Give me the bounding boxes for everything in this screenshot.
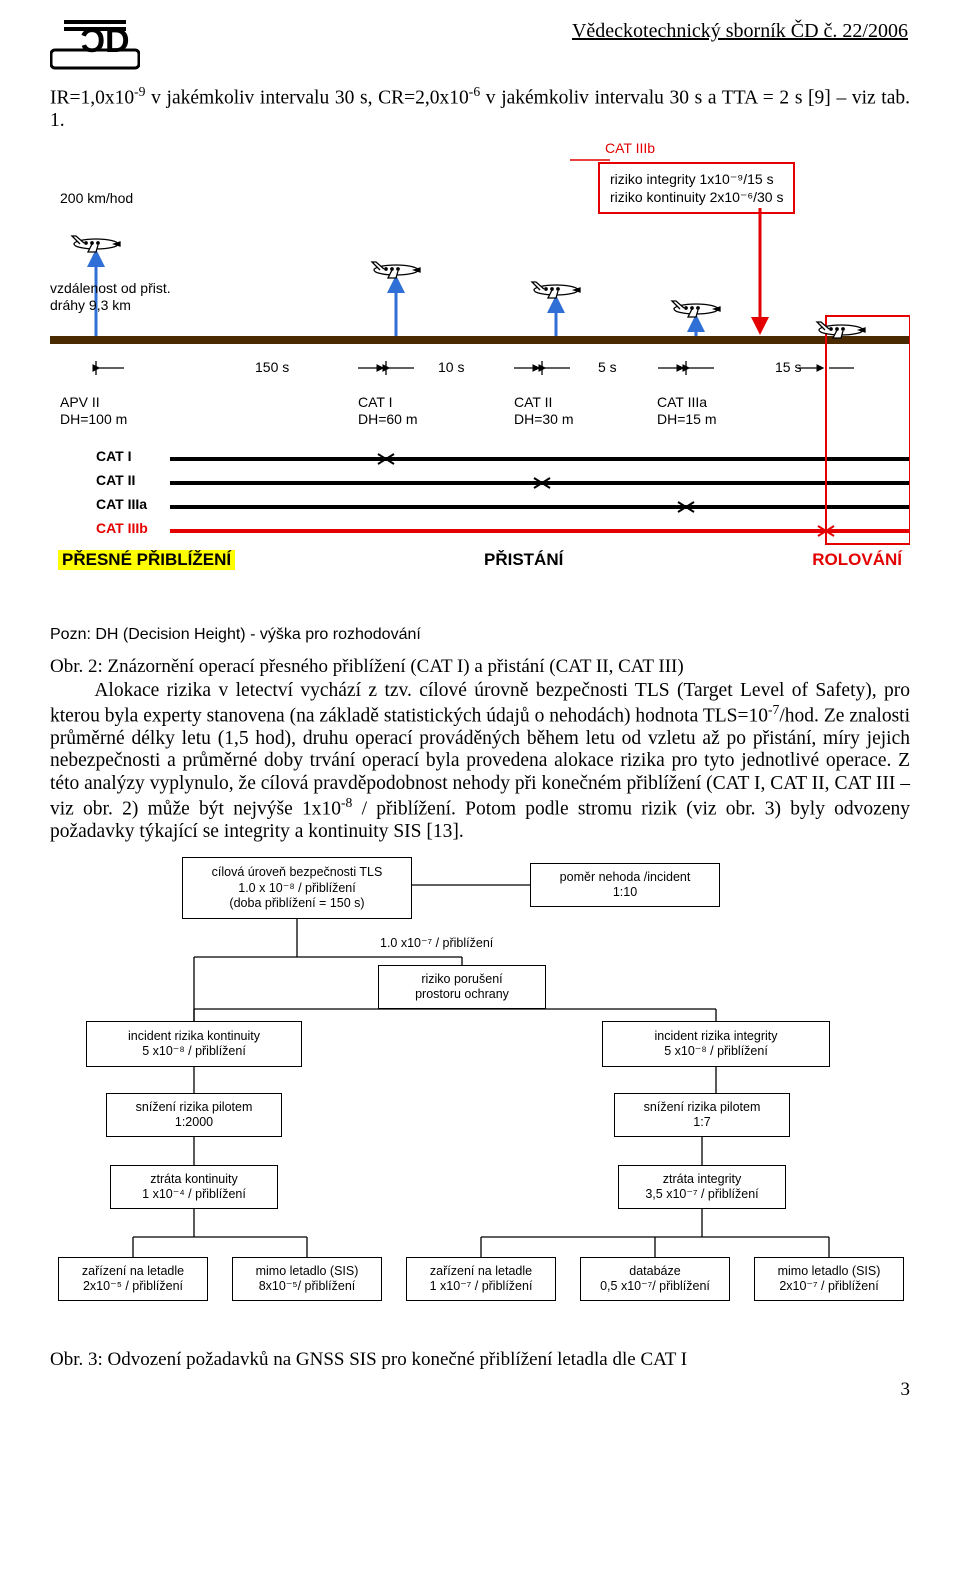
figure2-caption: Obr. 3: Odvození požadavků na GNSS SIS p… bbox=[50, 1349, 910, 1371]
tree-box-leaf_d: databáze0,5 x10⁻⁷/ přiblížení bbox=[580, 1257, 730, 1301]
intro-paragraph: IR=1,0x10-9 v jakémkoliv intervalu 30 s,… bbox=[50, 84, 910, 132]
tree-box-inc_int: incident rizika integrity5 x10⁻⁸ / přibl… bbox=[602, 1021, 830, 1067]
tree-box-ratio: poměr nehoda /incident1:10 bbox=[530, 863, 720, 907]
tree-box-tls: cílová úroveň bezpečnosti TLS1.0 x 10⁻⁸ … bbox=[182, 857, 412, 919]
tree-box-ztr_kont: ztráta kontinuity1 x10⁻⁴ / přiblížení bbox=[110, 1165, 278, 1209]
tree-edge-label: 1.0 x10⁻⁷ / přiblížení bbox=[380, 935, 493, 950]
phase-section-titles: PŘESNÉ PŘIBLÍŽENÍPŘISTÁNÍROLOVÁNÍ bbox=[50, 550, 910, 570]
tree-box-sniz_r: snížení rizika pilotem1:7 bbox=[614, 1093, 790, 1137]
catiiib-title: CAT IIIb bbox=[605, 140, 655, 158]
phase-row bbox=[50, 472, 910, 494]
approach-column-label: APV IIDH=100 m bbox=[60, 394, 127, 429]
time-segment-label: 5 s bbox=[598, 359, 617, 377]
phase-row bbox=[50, 520, 910, 542]
speed-label: 200 km/hod bbox=[60, 190, 180, 208]
time-segment-label: 150 s bbox=[255, 359, 289, 377]
phase-row bbox=[50, 496, 910, 518]
cd-logo: ƆD bbox=[50, 20, 140, 70]
approach-column-label: CAT IIDH=30 m bbox=[514, 394, 574, 429]
time-segment-label: 10 s bbox=[438, 359, 464, 377]
tree-box-ztr_int: ztráta integrity3,5 x10⁻⁷ / přiblížení bbox=[618, 1165, 786, 1209]
tree-box-leaf_b: mimo letadlo (SIS)8x10⁻⁵/ přiblížení bbox=[232, 1257, 382, 1301]
figure1-note: Pozn: DH (Decision Height) - výška pro r… bbox=[50, 626, 910, 644]
figure1-caption: Obr. 2: Znázornění operací přesného přib… bbox=[50, 656, 910, 678]
airplane-icon bbox=[70, 230, 122, 254]
figure-risk-tree: cílová úroveň bezpečnosti TLS1.0 x 10⁻⁸ … bbox=[50, 857, 910, 1337]
journal-title: Vědeckotechnický sborník ČD č. 22/2006 bbox=[572, 20, 908, 43]
airplane-icon bbox=[670, 295, 722, 319]
figure-approach-diagram: 200 km/hod CAT IIIb riziko integrity 1x10⁻… bbox=[50, 140, 910, 620]
approach-column-label: CAT IDH=60 m bbox=[358, 394, 418, 429]
catiiib-box: riziko integrity 1x10⁻⁹/15 sriziko konti… bbox=[598, 162, 795, 214]
tree-box-inc_kont: incident rizika kontinuity5 x10⁻⁸ / přib… bbox=[86, 1021, 302, 1067]
approach-column-label: CAT IIIaDH=15 m bbox=[657, 394, 717, 429]
tree-box-leaf_c: zařízení na letadle1 x10⁻⁷ / přiblížení bbox=[406, 1257, 556, 1301]
time-segment-label: 15 s bbox=[775, 359, 801, 377]
airplane-icon bbox=[815, 316, 867, 340]
distance-label: vzdálenost od přist.dráhy 9,3 km bbox=[50, 280, 171, 315]
phase-row bbox=[50, 448, 910, 470]
airplane-icon bbox=[370, 256, 422, 280]
tree-box-leaf_a: zařízení na letadle2x10⁻⁵ / přiblížení bbox=[58, 1257, 208, 1301]
tree-box-porus: riziko porušeníprostoru ochrany bbox=[378, 965, 546, 1009]
tree-box-sniz_l: snížení rizika pilotem1:2000 bbox=[106, 1093, 282, 1137]
airplane-icon bbox=[530, 276, 582, 300]
page-number: 3 bbox=[50, 1379, 910, 1401]
body-paragraph: Alokace rizika v letectví vychází z tzv.… bbox=[50, 680, 910, 844]
tree-box-leaf_e: mimo letadlo (SIS)2x10⁻⁷ / přiblížení bbox=[754, 1257, 904, 1301]
